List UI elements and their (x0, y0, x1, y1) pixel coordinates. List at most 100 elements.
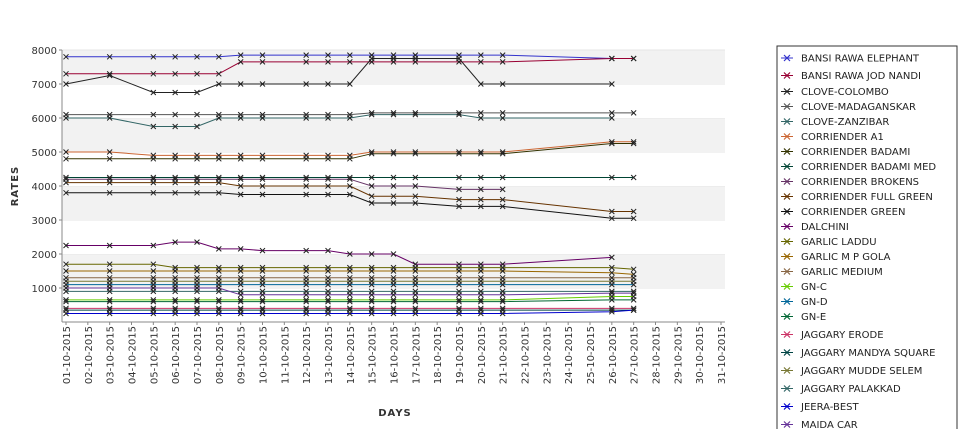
data-point (237, 115, 244, 121)
data-point (390, 183, 397, 189)
x-tick-label: 28-10-2015 (652, 326, 663, 384)
data-point (237, 174, 244, 181)
data-point (477, 196, 484, 203)
data-point (325, 52, 331, 58)
data-point (303, 115, 310, 121)
data-point (237, 191, 244, 198)
data-point (303, 268, 310, 274)
data-point (346, 81, 353, 87)
data-point (303, 176, 310, 183)
data-point (106, 285, 113, 291)
legend-item: JAGGARY MUDDE SELEM (781, 366, 922, 377)
data-point (215, 310, 222, 317)
data-point (106, 297, 113, 303)
data-point (477, 297, 484, 303)
legend-label: GN-C (801, 282, 827, 293)
data-point (106, 53, 113, 60)
data-point (630, 288, 637, 295)
data-point (346, 278, 353, 285)
data-point (608, 290, 615, 296)
legend-label: BANSI RAWA ELEPHANT (801, 54, 920, 65)
data-point (477, 310, 484, 317)
data-point (215, 278, 222, 285)
data-point (390, 55, 397, 62)
legend-label: CLOVE-ZANZIBAR (801, 117, 889, 128)
data-point (303, 52, 310, 58)
data-point (390, 111, 397, 118)
data-point (63, 242, 69, 249)
data-point (630, 290, 637, 296)
data-point (194, 123, 200, 130)
data-point (608, 55, 615, 62)
data-point (106, 174, 113, 181)
x-tick-label: 12-10-2015 (302, 326, 313, 384)
data-point (150, 242, 157, 249)
data-point (325, 278, 331, 285)
data-point (150, 268, 157, 274)
data-point (150, 297, 157, 303)
data-point (259, 305, 266, 312)
data-point (456, 305, 462, 312)
legend-item: BANSI RAWA ELEPHANT (781, 54, 920, 65)
x-tick-label: 27-10-2015 (630, 326, 641, 384)
legend-label: CORRIENDER BADAMI (801, 147, 910, 158)
data-point (325, 59, 331, 65)
data-point (194, 305, 200, 312)
data-point (412, 200, 419, 206)
data-point (456, 55, 462, 62)
data-point (412, 150, 419, 157)
legend-label: MAIDA CAR (801, 420, 858, 429)
data-point (499, 297, 506, 303)
legend-label: JAGGARY MANDYA SQUARE (800, 348, 935, 359)
y-tick-label: 8000 (32, 46, 57, 57)
data-point (477, 115, 484, 121)
data-point (63, 310, 69, 317)
series-line (65, 58, 612, 93)
data-point (456, 291, 462, 298)
data-point (63, 149, 69, 155)
data-point (390, 298, 397, 305)
data-point (346, 310, 353, 317)
data-point (412, 183, 419, 189)
data-point (630, 278, 637, 285)
data-point (456, 149, 462, 155)
legend-item: CORRIENDER BROKENS (781, 177, 919, 188)
data-point (172, 305, 179, 312)
data-point (499, 115, 506, 121)
data-point (368, 174, 375, 181)
data-point (106, 268, 113, 274)
data-point (259, 297, 266, 303)
data-point (390, 305, 397, 312)
data-point (259, 59, 266, 65)
data-point (368, 268, 375, 274)
data-point (259, 115, 266, 121)
data-point (215, 305, 222, 312)
data-point (456, 298, 462, 305)
data-point (325, 247, 331, 254)
legend-item: JAGGARY PALAKKAD (781, 384, 901, 395)
legend-item: CORRIENDER BADAMI (781, 147, 910, 158)
data-point (303, 291, 310, 298)
data-point (303, 183, 310, 189)
data-point (259, 298, 266, 305)
data-point (499, 150, 506, 157)
legend-box (776, 45, 958, 429)
data-point (194, 285, 200, 291)
data-point (368, 150, 375, 157)
data-point (477, 174, 484, 181)
data-point (63, 179, 69, 186)
data-point (215, 298, 222, 305)
x-tick-label: 26-10-2015 (608, 326, 619, 384)
data-point (259, 310, 266, 317)
x-tick-label: 08-10-2015 (215, 326, 226, 384)
data-point (499, 110, 506, 116)
data-point (237, 298, 244, 305)
data-point (456, 278, 462, 285)
data-point (303, 174, 310, 181)
data-point (150, 70, 157, 77)
x-tick-label: 05-10-2015 (149, 326, 160, 384)
data-point (194, 111, 200, 118)
data-point (303, 81, 310, 87)
x-tick-label: 21-10-2015 (499, 326, 510, 384)
x-tick-label: 14-10-2015 (346, 326, 357, 384)
